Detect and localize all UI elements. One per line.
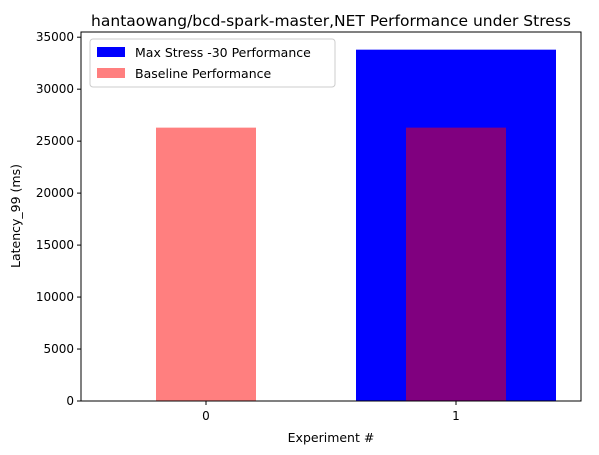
- legend-label: Max Stress -30 Performance: [135, 45, 311, 60]
- plot-frame: [80, 31, 582, 402]
- y-tick-label: 25000: [36, 134, 74, 148]
- y-tick-label: 30000: [36, 82, 74, 96]
- y-tick-label: 15000: [36, 238, 74, 252]
- y-tick-label: 5000: [43, 342, 74, 356]
- bar-series-1-category-0: [156, 127, 256, 401]
- legend-swatch: [97, 47, 125, 57]
- chart-title: hantaowang/bcd-spark-master,NET Performa…: [91, 12, 571, 30]
- bars-layer: [156, 49, 556, 402]
- bar-series-1-category-1: [406, 127, 506, 401]
- y-axis: 0 5000 10000 15000 20000 25000 30000 35000: [36, 30, 81, 408]
- y-tick-label: 0: [66, 394, 74, 408]
- y-tick-label: 20000: [36, 186, 74, 200]
- x-tick-label: 0: [202, 409, 210, 423]
- x-axis-label: Experiment #: [288, 430, 375, 445]
- x-tick-label: 1: [452, 409, 460, 423]
- legend: Max Stress -30 Performance Baseline Perfo…: [89, 38, 336, 88]
- legend-label: Baseline Performance: [135, 66, 271, 81]
- y-tick-label: 35000: [36, 30, 74, 44]
- legend-swatch: [97, 68, 125, 78]
- y-axis-label: Latency_99 (ms): [8, 164, 23, 268]
- y-tick-label: 10000: [36, 290, 74, 304]
- legend-box: [89, 38, 336, 88]
